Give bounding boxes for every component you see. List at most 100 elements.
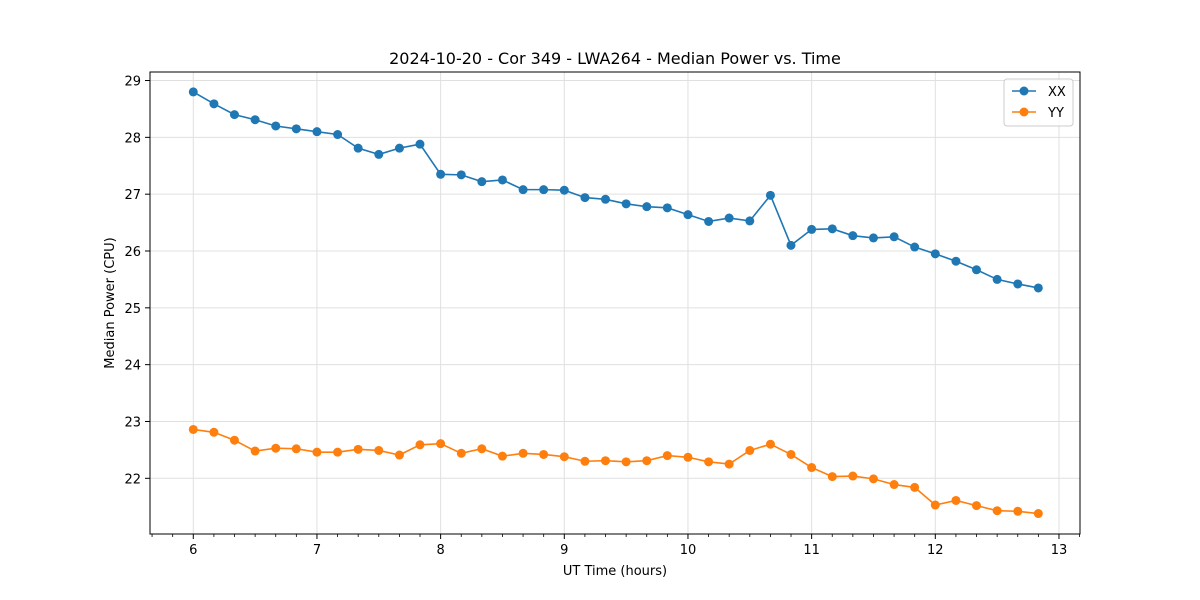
data-point-yy [271, 443, 281, 453]
data-point-yy [559, 452, 569, 462]
data-point-yy [1033, 509, 1043, 519]
data-point-xx [951, 256, 961, 266]
plot-frame [149, 71, 1081, 535]
y-tick-label: 27 [124, 188, 141, 203]
data-point-xx [930, 249, 940, 259]
x-tick-label: 7 [313, 543, 321, 558]
data-point-xx [765, 190, 775, 200]
data-point-yy [951, 495, 961, 505]
legend-swatch-marker-yy [1019, 107, 1029, 117]
y-tick-label: 26 [124, 245, 141, 260]
data-point-yy [539, 449, 549, 459]
data-point-xx [889, 232, 899, 242]
data-point-yy [786, 449, 796, 459]
data-point-xx [704, 216, 714, 226]
data-point-xx [415, 139, 425, 149]
data-point-yy [683, 452, 693, 462]
data-point-yy [827, 472, 837, 482]
x-tick-label: 13 [1051, 543, 1068, 558]
data-point-xx [827, 224, 837, 234]
data-point-yy [642, 456, 652, 466]
data-point-xx [271, 121, 281, 131]
x-tick-label: 12 [927, 543, 944, 558]
data-point-xx [229, 110, 239, 120]
data-point-xx [848, 231, 858, 241]
data-point-yy [394, 450, 404, 460]
data-point-yy [807, 463, 817, 473]
data-point-yy [745, 445, 755, 455]
data-point-xx [188, 87, 198, 97]
x-tick-label: 8 [436, 543, 444, 558]
data-point-yy [518, 448, 528, 458]
data-point-xx [559, 185, 569, 195]
data-point-yy [724, 459, 734, 469]
data-point-xx [868, 233, 878, 243]
data-point-yy [930, 500, 940, 510]
data-point-xx [910, 242, 920, 252]
data-point-yy [456, 448, 466, 458]
data-point-xx [807, 224, 817, 234]
data-point-xx [291, 124, 301, 134]
data-point-xx [662, 203, 672, 213]
data-point-xx [621, 199, 631, 209]
data-point-yy [971, 501, 981, 511]
data-point-yy [312, 447, 322, 457]
data-point-yy [250, 446, 260, 456]
data-point-xx [312, 127, 322, 137]
data-point-yy [889, 480, 899, 490]
data-point-yy [765, 439, 775, 449]
y-tick-label: 28 [124, 131, 141, 146]
axis-ticks: 6 7 8 9 10 11 12 13 22 23 24 25 26 27 28 29 [124, 75, 1080, 558]
data-point-xx [497, 175, 507, 185]
data-point-xx [642, 202, 652, 212]
legend: XX YY [1003, 78, 1074, 127]
data-point-xx [745, 216, 755, 226]
chart-title: 2024-10-20 - Cor 349 - LWA264 - Median P… [389, 49, 841, 68]
data-point-xx [600, 194, 610, 204]
data-point-xx [394, 143, 404, 153]
y-tick-label: 24 [124, 359, 141, 374]
x-tick-label: 10 [680, 543, 697, 558]
y-tick-label: 25 [124, 302, 141, 317]
grid [150, 72, 1080, 534]
data-point-yy [291, 444, 301, 454]
data-point-yy [497, 451, 507, 461]
x-tick-label: 9 [560, 543, 568, 558]
data-point-xx [1033, 283, 1043, 293]
data-point-yy [600, 456, 610, 466]
data-point-xx [992, 274, 1002, 284]
data-point-yy [992, 506, 1002, 516]
data-point-yy [229, 435, 239, 445]
data-point-xx [580, 193, 590, 203]
x-tick-label: 11 [803, 543, 820, 558]
data-point-xx [250, 115, 260, 125]
x-axis-title: UT Time (hours) [563, 564, 667, 579]
x-tick-label: 6 [189, 543, 197, 558]
data-point-yy [662, 451, 672, 461]
data-point-xx [786, 240, 796, 250]
data-point-yy [580, 456, 590, 466]
data-point-yy [415, 440, 425, 450]
data-point-xx [1013, 279, 1023, 289]
legend-swatch-marker-xx [1019, 86, 1029, 96]
data-point-xx [683, 210, 693, 220]
y-axis-title: Median Power (CPU) [103, 237, 118, 368]
data-point-yy [209, 427, 219, 437]
data-point-yy [910, 482, 920, 492]
data-point-xx [971, 265, 981, 275]
data-point-yy [868, 474, 878, 484]
data-point-yy [374, 445, 384, 455]
data-point-xx [724, 213, 734, 223]
y-tick-label: 22 [124, 472, 141, 487]
data-point-yy [477, 444, 487, 454]
data-point-yy [704, 457, 714, 467]
data-point-xx [209, 99, 219, 109]
data-point-xx [353, 143, 363, 153]
data-point-yy [436, 439, 446, 449]
data-point-yy [1013, 506, 1023, 516]
data-point-yy [621, 457, 631, 467]
y-tick-label: 29 [124, 75, 141, 90]
data-point-xx [436, 169, 446, 179]
